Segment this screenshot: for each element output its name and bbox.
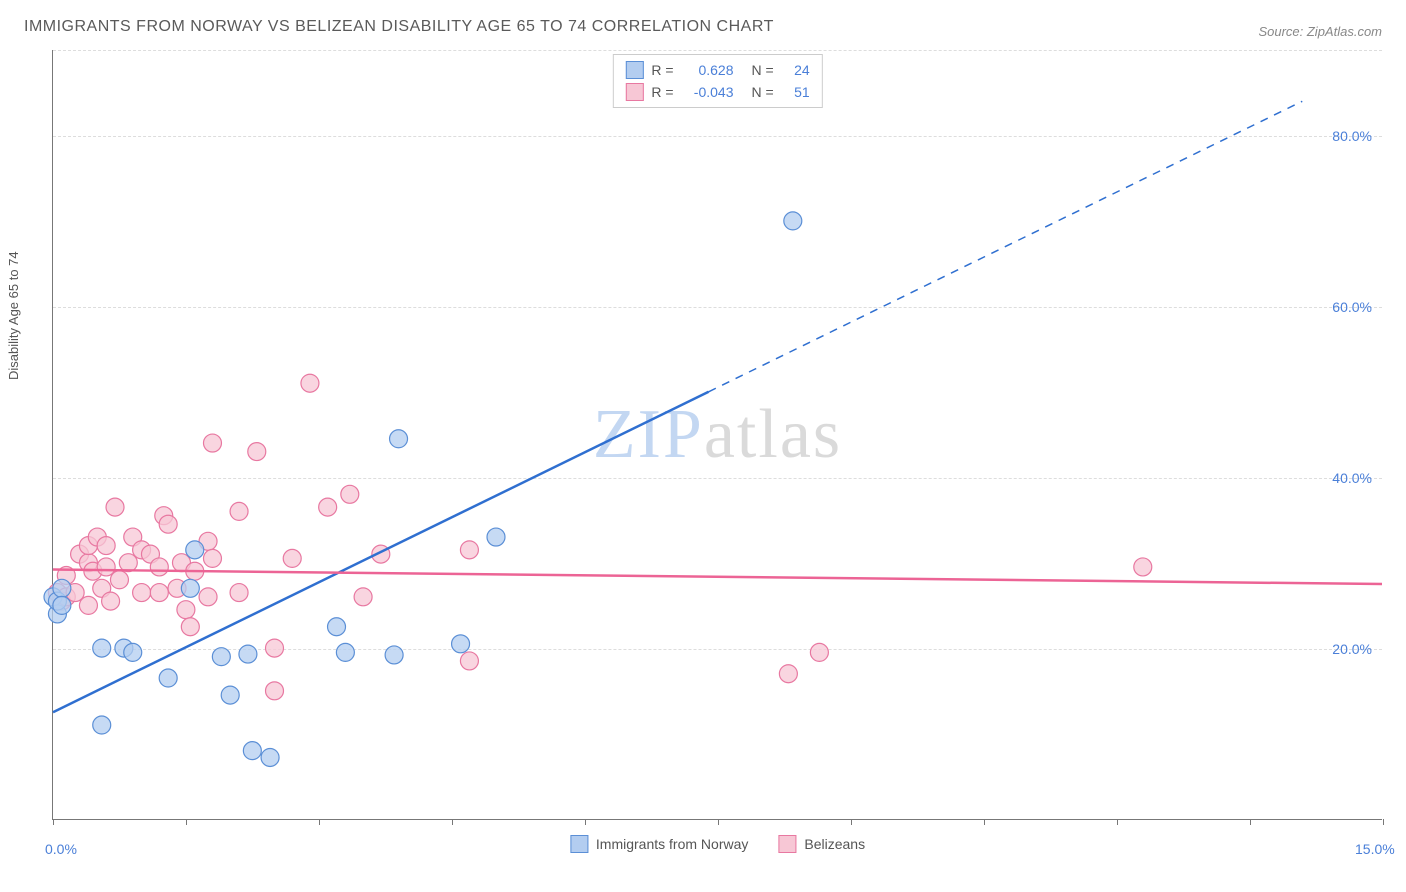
r-value-belizeans: -0.043 (682, 81, 734, 103)
swatch-belizeans (625, 83, 643, 101)
x-tick (585, 819, 586, 825)
x-tick (452, 819, 453, 825)
x-tick (319, 819, 320, 825)
r-label: R = (651, 81, 673, 103)
x-tick (53, 819, 54, 825)
n-value-belizeans: 51 (782, 81, 810, 103)
x-tick-label: 0.0% (45, 841, 77, 857)
x-tick (1383, 819, 1384, 825)
chart-title: IMMIGRANTS FROM NORWAY VS BELIZEAN DISAB… (24, 18, 774, 36)
x-tick (1117, 819, 1118, 825)
chart-svg (53, 50, 1382, 819)
n-label: N = (752, 59, 774, 81)
legend-label-norway: Immigrants from Norway (596, 836, 748, 852)
y-tick-label: 80.0% (1332, 128, 1372, 144)
legend-row-belizeans: R = -0.043 N = 51 (625, 81, 809, 103)
y-tick-label: 40.0% (1332, 470, 1372, 486)
y-tick-label: 60.0% (1332, 299, 1372, 315)
x-tick (718, 819, 719, 825)
swatch-norway (625, 61, 643, 79)
n-value-norway: 24 (782, 59, 810, 81)
legend-correlation: R = 0.628 N = 24 R = -0.043 N = 51 (612, 54, 822, 108)
legend-label-belizeans: Belizeans (804, 836, 865, 852)
r-label: R = (651, 59, 673, 81)
swatch-norway-bottom (570, 835, 588, 853)
source-label: Source: ZipAtlas.com (1258, 24, 1382, 39)
y-tick-label: 20.0% (1332, 641, 1372, 657)
x-tick-label: 15.0% (1355, 841, 1395, 857)
legend-row-norway: R = 0.628 N = 24 (625, 59, 809, 81)
x-tick (984, 819, 985, 825)
x-tick (1250, 819, 1251, 825)
legend-series: Immigrants from Norway Belizeans (570, 835, 865, 853)
x-tick (851, 819, 852, 825)
n-label: N = (752, 81, 774, 103)
y-axis-label: Disability Age 65 to 74 (6, 251, 21, 380)
swatch-belizeans-bottom (778, 835, 796, 853)
legend-item-norway: Immigrants from Norway (570, 835, 748, 853)
x-tick (186, 819, 187, 825)
legend-item-belizeans: Belizeans (778, 835, 865, 853)
r-value-norway: 0.628 (682, 59, 734, 81)
plot-area: ZIPatlas R = 0.628 N = 24 R = -0.043 N =… (52, 50, 1382, 820)
